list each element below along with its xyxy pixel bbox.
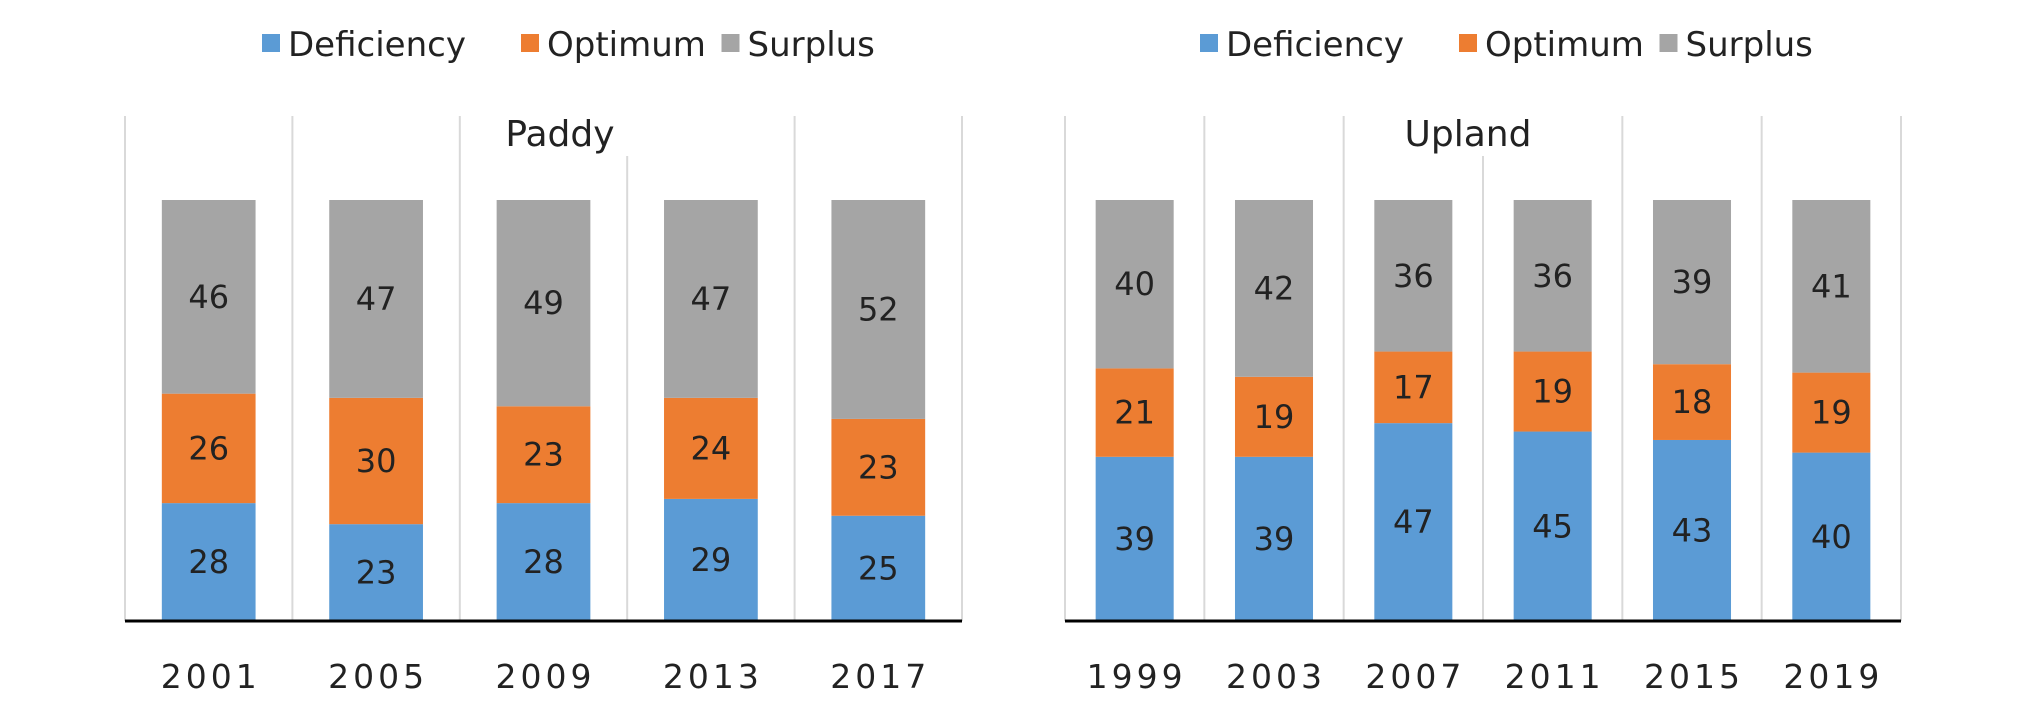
bar-surplus-2017	[831, 200, 926, 419]
data-label-surplus-2009: 49	[523, 284, 564, 322]
legend-swatch-deficiency	[262, 34, 280, 52]
data-label-surplus-2005: 47	[356, 280, 397, 318]
bar-optimum-2001	[161, 393, 256, 504]
bar-optimum-2005	[329, 397, 423, 525]
bar-optimum-2019	[1792, 372, 1871, 453]
data-label-surplus-2019: 41	[1811, 267, 1852, 305]
bar-deficiency-2015	[1652, 439, 1732, 621]
data-label-deficiency-2011: 45	[1532, 507, 1573, 545]
x-tick-label-2007: 2007	[1365, 657, 1465, 696]
bar-optimum-2007	[1374, 351, 1453, 424]
bar-optimum-2017	[831, 418, 926, 516]
chart-title: Upland	[1405, 114, 1532, 155]
data-label-optimum-2017: 23	[858, 448, 899, 486]
data-label-optimum-1999: 21	[1114, 394, 1155, 432]
bar-optimum-1999	[1095, 368, 1174, 457]
data-label-optimum-2013: 24	[691, 429, 732, 467]
x-tick-label-2005: 2005	[328, 657, 428, 696]
legend-label-optimum: Optimum	[547, 25, 706, 65]
legend-label-optimum: Optimum	[1485, 25, 1644, 65]
data-label-optimum-2005: 30	[356, 442, 397, 480]
x-tick-label-2019: 2019	[1783, 657, 1883, 696]
bar-deficiency-2013	[664, 498, 758, 621]
bar-deficiency-2001	[161, 503, 256, 621]
chart-panel-paddy: Deficiency Optimum Surplus 28 26 46 2001 23 30 47…	[124, 25, 963, 696]
bar-optimum-2015	[1652, 364, 1732, 440]
bar-deficiency-2017	[831, 515, 926, 621]
legend-label-deficiency: Deficiency	[288, 25, 466, 65]
legend-label-surplus: Surplus	[1686, 25, 1813, 65]
x-tick-label-2017: 2017	[830, 657, 930, 696]
data-label-deficiency-2001: 28	[188, 543, 229, 581]
bar-deficiency-2005	[329, 524, 423, 621]
x-tick-label-1999: 1999	[1087, 657, 1187, 696]
bar-surplus-2001	[161, 200, 256, 394]
data-label-deficiency-2017: 25	[858, 549, 899, 587]
data-label-optimum-2011: 19	[1532, 373, 1573, 411]
data-label-surplus-2001: 46	[188, 278, 229, 316]
bar-surplus-2015	[1652, 200, 1732, 365]
data-label-optimum-2007: 17	[1393, 368, 1434, 406]
legend-swatch-surplus	[721, 34, 740, 52]
legend-swatch-deficiency	[1200, 34, 1218, 52]
x-tick-label-2015: 2015	[1644, 657, 1744, 696]
chart-title-background	[1398, 110, 1538, 156]
data-label-optimum-2001: 26	[188, 429, 229, 467]
legend-label-surplus: Surplus	[748, 25, 875, 65]
chart-title-background	[490, 110, 630, 156]
data-label-optimum-2019: 19	[1811, 394, 1852, 432]
data-label-surplus-2011: 36	[1532, 257, 1573, 295]
data-label-surplus-2007: 36	[1393, 257, 1434, 295]
bar-deficiency-2007	[1374, 423, 1453, 621]
chart-panel-upland: Deficiency Optimum Surplus 39 21 40 1999 39 19 42…	[1064, 25, 1902, 696]
bar-surplus-2005	[329, 200, 423, 398]
x-tick-label-2011: 2011	[1505, 657, 1605, 696]
bar-surplus-1999	[1095, 200, 1174, 369]
data-label-surplus-2013: 47	[691, 280, 732, 318]
data-label-optimum-2009: 23	[523, 436, 564, 474]
bar-deficiency-1999	[1095, 456, 1174, 621]
bar-optimum-2009	[496, 406, 591, 504]
data-label-optimum-2015: 18	[1672, 383, 1713, 421]
data-label-optimum-2003: 19	[1254, 398, 1295, 436]
bar-surplus-2009	[496, 200, 591, 407]
data-label-surplus-2003: 42	[1254, 269, 1295, 307]
bar-surplus-2003	[1234, 200, 1314, 377]
bar-surplus-2013	[664, 200, 758, 398]
legend-swatch-optimum	[521, 34, 539, 52]
bar-optimum-2011	[1513, 351, 1592, 432]
data-label-surplus-2017: 52	[858, 290, 899, 328]
data-label-surplus-2015: 39	[1672, 263, 1713, 301]
data-label-deficiency-2019: 40	[1811, 518, 1852, 556]
legend-swatch-optimum	[1459, 34, 1477, 52]
bar-deficiency-2019	[1792, 452, 1871, 621]
data-label-deficiency-2005: 23	[356, 554, 397, 592]
bar-surplus-2019	[1792, 200, 1871, 373]
data-label-deficiency-1999: 39	[1114, 520, 1155, 558]
bar-surplus-2007	[1374, 200, 1453, 352]
x-tick-label-2003: 2003	[1226, 657, 1326, 696]
bar-optimum-2003	[1234, 376, 1314, 457]
bar-optimum-2013	[664, 397, 758, 499]
data-label-deficiency-2013: 29	[691, 541, 732, 579]
legend-swatch-surplus	[1659, 34, 1678, 52]
bar-deficiency-2003	[1234, 456, 1314, 621]
data-label-deficiency-2007: 47	[1393, 503, 1434, 541]
chart-title: Paddy	[505, 114, 614, 155]
data-label-deficiency-2009: 28	[523, 543, 564, 581]
data-label-deficiency-2003: 39	[1254, 520, 1295, 558]
data-label-surplus-1999: 40	[1114, 265, 1155, 303]
bar-deficiency-2011	[1513, 431, 1592, 621]
x-tick-label-2001: 2001	[161, 657, 261, 696]
x-tick-label-2009: 2009	[496, 657, 596, 696]
bar-surplus-2011	[1513, 200, 1592, 352]
x-tick-label-2013: 2013	[663, 657, 763, 696]
bar-deficiency-2009	[496, 503, 591, 621]
data-label-deficiency-2015: 43	[1672, 511, 1713, 549]
legend-label-deficiency: Deficiency	[1226, 25, 1404, 65]
